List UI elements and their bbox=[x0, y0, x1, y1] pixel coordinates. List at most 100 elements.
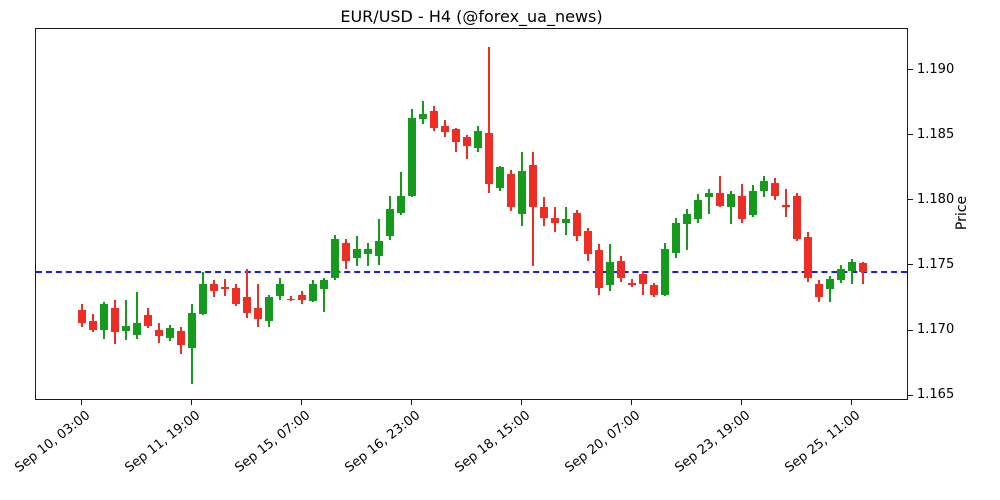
candle-body bbox=[716, 193, 724, 207]
candle-body bbox=[298, 294, 306, 300]
candle-body bbox=[749, 190, 757, 216]
candle-body bbox=[804, 237, 812, 278]
y-tick-label: 1.190 bbox=[917, 61, 955, 77]
candle-body bbox=[463, 137, 471, 147]
candle-body bbox=[672, 223, 680, 253]
candle-body bbox=[738, 195, 746, 220]
candle-wick bbox=[708, 189, 710, 214]
plot-area bbox=[35, 28, 908, 400]
candle-body bbox=[760, 181, 768, 191]
candle-body bbox=[221, 286, 229, 290]
price-line bbox=[36, 271, 907, 274]
candle-wick bbox=[323, 277, 325, 312]
y-tick-mark bbox=[908, 69, 913, 71]
candle-body bbox=[606, 262, 614, 286]
candle-body bbox=[617, 260, 625, 278]
x-tick-mark bbox=[631, 400, 632, 405]
candle-body bbox=[540, 207, 548, 218]
candle-body bbox=[144, 315, 152, 326]
x-tick-label: Sep 20, 07:00 bbox=[562, 408, 644, 476]
candle-wick bbox=[532, 151, 534, 266]
candle-wick bbox=[257, 284, 259, 328]
candle-body bbox=[111, 307, 119, 333]
candle-body bbox=[243, 297, 251, 313]
candle-body bbox=[573, 212, 581, 237]
candle-body bbox=[815, 284, 823, 298]
candle-wick bbox=[862, 262, 864, 285]
candle-body bbox=[320, 280, 328, 290]
candle-body bbox=[210, 284, 218, 291]
y-tick-label: 1.185 bbox=[917, 126, 955, 142]
candle-wick bbox=[246, 268, 248, 318]
candle-body bbox=[78, 310, 86, 324]
candle-body bbox=[529, 164, 537, 208]
candle-body bbox=[837, 268, 845, 281]
candle-body bbox=[452, 129, 460, 143]
candle-wick bbox=[290, 295, 292, 302]
candle-body bbox=[133, 323, 141, 335]
candle-body bbox=[639, 273, 647, 285]
candle-body bbox=[89, 320, 97, 330]
candle-body bbox=[826, 278, 834, 290]
candle-body bbox=[485, 133, 493, 185]
candle-wick bbox=[730, 190, 732, 225]
candle-wick bbox=[631, 278, 633, 287]
candle-body bbox=[177, 331, 185, 346]
candle-body bbox=[287, 298, 295, 301]
candle-wick bbox=[686, 208, 688, 251]
candle-body bbox=[518, 171, 526, 214]
candle-body bbox=[397, 195, 405, 213]
candle-body bbox=[793, 195, 801, 239]
x-tick-mark bbox=[301, 400, 302, 405]
candle-wick bbox=[466, 134, 468, 160]
candle-wick bbox=[851, 259, 853, 285]
candle-body bbox=[562, 219, 570, 224]
candle-body bbox=[155, 329, 163, 337]
candle-body bbox=[628, 282, 636, 285]
y-tick-label: 1.170 bbox=[917, 322, 955, 338]
y-tick-mark bbox=[908, 329, 913, 331]
y-tick-mark bbox=[908, 199, 913, 201]
y-tick-mark bbox=[908, 394, 913, 396]
y-tick-mark bbox=[908, 264, 913, 266]
candle-wick bbox=[125, 299, 127, 341]
candle-body bbox=[199, 284, 207, 315]
candle-wick bbox=[829, 276, 831, 303]
candle-body bbox=[342, 242, 350, 261]
candle-body bbox=[232, 288, 240, 304]
candle-body bbox=[166, 328, 174, 338]
candle-body bbox=[353, 249, 361, 259]
candle-wick bbox=[785, 189, 787, 217]
x-tick-mark bbox=[851, 400, 852, 405]
candle-body bbox=[727, 194, 735, 208]
candle-body bbox=[496, 167, 504, 188]
x-tick-label: Sep 11, 19:00 bbox=[122, 408, 204, 476]
candle-wick bbox=[136, 292, 138, 339]
candle-body bbox=[584, 230, 592, 255]
candle-body bbox=[551, 217, 559, 224]
candle-body bbox=[683, 213, 691, 225]
candle-body bbox=[441, 125, 449, 132]
candle-body bbox=[474, 130, 482, 148]
candle-body bbox=[661, 249, 669, 295]
x-tick-mark bbox=[191, 400, 192, 405]
candle-body bbox=[650, 285, 658, 295]
candle-body bbox=[694, 199, 702, 220]
candle-body bbox=[408, 117, 416, 196]
x-tick-mark bbox=[81, 400, 82, 405]
chart-title: EUR/USD - H4 (@forex_ua_news) bbox=[340, 7, 603, 26]
candle-body bbox=[782, 204, 790, 208]
y-tick-label: 1.180 bbox=[917, 191, 955, 207]
x-tick-mark bbox=[741, 400, 742, 405]
candle-body bbox=[771, 182, 779, 196]
candle-body bbox=[859, 263, 867, 273]
candle-body bbox=[848, 262, 856, 272]
x-tick-label: Sep 23, 19:00 bbox=[672, 408, 754, 476]
candle-body bbox=[364, 249, 372, 255]
candle-wick bbox=[422, 100, 424, 125]
candle-wick bbox=[367, 242, 369, 266]
x-tick-label: Sep 15, 07:00 bbox=[232, 408, 314, 476]
candle-body bbox=[507, 173, 515, 208]
candle-body bbox=[188, 312, 196, 348]
candle-body bbox=[705, 193, 713, 198]
